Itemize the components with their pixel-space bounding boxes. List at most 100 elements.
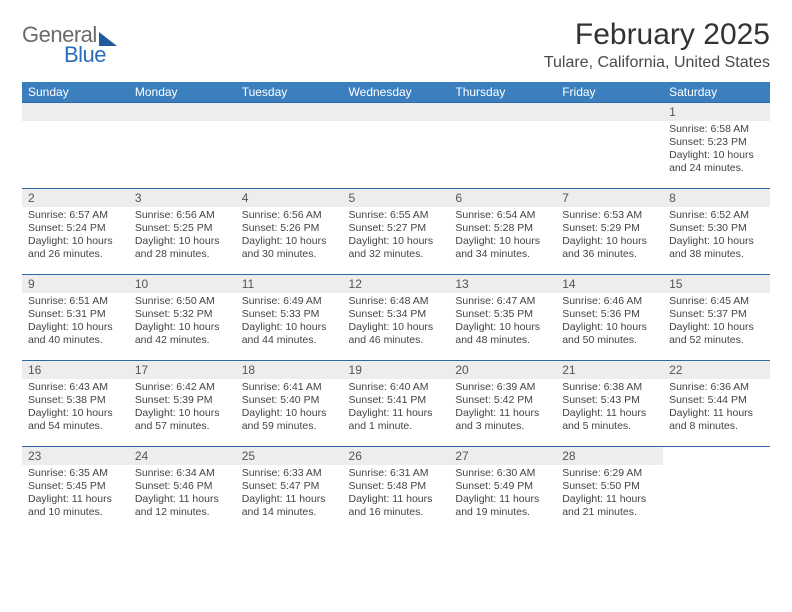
day-number: 24 — [129, 447, 236, 465]
day-number: 25 — [236, 447, 343, 465]
sunrise-text: Sunrise: 6:54 AM — [455, 209, 550, 222]
daylight-text: Daylight: 10 hours and 48 minutes. — [455, 321, 550, 347]
day-cell: 16Sunrise: 6:43 AMSunset: 5:38 PMDayligh… — [22, 361, 129, 447]
day-cell: 12Sunrise: 6:48 AMSunset: 5:34 PMDayligh… — [343, 275, 450, 361]
day-details: Sunrise: 6:55 AMSunset: 5:27 PMDaylight:… — [343, 207, 450, 265]
day-details: Sunrise: 6:42 AMSunset: 5:39 PMDaylight:… — [129, 379, 236, 437]
day-number: 19 — [343, 361, 450, 379]
sunset-text: Sunset: 5:45 PM — [28, 480, 123, 493]
sunset-text: Sunset: 5:34 PM — [349, 308, 444, 321]
daylight-text: Daylight: 10 hours and 32 minutes. — [349, 235, 444, 261]
sunset-text: Sunset: 5:49 PM — [455, 480, 550, 493]
day-details: Sunrise: 6:31 AMSunset: 5:48 PMDaylight:… — [343, 465, 450, 523]
daylight-text: Daylight: 10 hours and 30 minutes. — [242, 235, 337, 261]
day-number-bar-empty — [236, 103, 343, 121]
daylight-text: Daylight: 10 hours and 46 minutes. — [349, 321, 444, 347]
day-number: 18 — [236, 361, 343, 379]
day-number-bar-empty — [343, 103, 450, 121]
sunset-text: Sunset: 5:23 PM — [669, 136, 764, 149]
day-cell — [22, 103, 129, 189]
daylight-text: Daylight: 10 hours and 50 minutes. — [562, 321, 657, 347]
day-number: 2 — [22, 189, 129, 207]
day-number: 20 — [449, 361, 556, 379]
day-cell — [449, 103, 556, 189]
sunrise-text: Sunrise: 6:31 AM — [349, 467, 444, 480]
sunrise-text: Sunrise: 6:51 AM — [28, 295, 123, 308]
daylight-text: Daylight: 11 hours and 5 minutes. — [562, 407, 657, 433]
day-cell: 25Sunrise: 6:33 AMSunset: 5:47 PMDayligh… — [236, 447, 343, 533]
daylight-text: Daylight: 10 hours and 36 minutes. — [562, 235, 657, 261]
day-number: 8 — [663, 189, 770, 207]
sunrise-text: Sunrise: 6:46 AM — [562, 295, 657, 308]
sunset-text: Sunset: 5:47 PM — [242, 480, 337, 493]
day-cell: 23Sunrise: 6:35 AMSunset: 5:45 PMDayligh… — [22, 447, 129, 533]
sunrise-text: Sunrise: 6:33 AM — [242, 467, 337, 480]
daylight-text: Daylight: 10 hours and 54 minutes. — [28, 407, 123, 433]
sunset-text: Sunset: 5:43 PM — [562, 394, 657, 407]
day-details: Sunrise: 6:48 AMSunset: 5:34 PMDaylight:… — [343, 293, 450, 351]
daylight-text: Daylight: 11 hours and 3 minutes. — [455, 407, 550, 433]
day-details: Sunrise: 6:43 AMSunset: 5:38 PMDaylight:… — [22, 379, 129, 437]
sunset-text: Sunset: 5:40 PM — [242, 394, 337, 407]
day-cell: 1Sunrise: 6:58 AMSunset: 5:23 PMDaylight… — [663, 103, 770, 189]
day-details: Sunrise: 6:56 AMSunset: 5:26 PMDaylight:… — [236, 207, 343, 265]
day-number: 11 — [236, 275, 343, 293]
sunrise-text: Sunrise: 6:56 AM — [242, 209, 337, 222]
sunset-text: Sunset: 5:36 PM — [562, 308, 657, 321]
day-details: Sunrise: 6:30 AMSunset: 5:49 PMDaylight:… — [449, 465, 556, 523]
day-number-bar-empty — [22, 103, 129, 121]
sunset-text: Sunset: 5:48 PM — [349, 480, 444, 493]
day-header-monday: Monday — [129, 82, 236, 103]
sunset-text: Sunset: 5:35 PM — [455, 308, 550, 321]
sunrise-text: Sunrise: 6:57 AM — [28, 209, 123, 222]
day-number: 15 — [663, 275, 770, 293]
day-details: Sunrise: 6:52 AMSunset: 5:30 PMDaylight:… — [663, 207, 770, 265]
day-number-bar-empty — [449, 103, 556, 121]
daylight-text: Daylight: 10 hours and 57 minutes. — [135, 407, 230, 433]
day-cell: 4Sunrise: 6:56 AMSunset: 5:26 PMDaylight… — [236, 189, 343, 275]
week-row: 2Sunrise: 6:57 AMSunset: 5:24 PMDaylight… — [22, 189, 770, 275]
daylight-text: Daylight: 10 hours and 42 minutes. — [135, 321, 230, 347]
day-cell: 21Sunrise: 6:38 AMSunset: 5:43 PMDayligh… — [556, 361, 663, 447]
day-details: Sunrise: 6:57 AMSunset: 5:24 PMDaylight:… — [22, 207, 129, 265]
daylight-text: Daylight: 11 hours and 12 minutes. — [135, 493, 230, 519]
week-row: 9Sunrise: 6:51 AMSunset: 5:31 PMDaylight… — [22, 275, 770, 361]
day-number-bar-empty — [129, 103, 236, 121]
daylight-text: Daylight: 11 hours and 19 minutes. — [455, 493, 550, 519]
sunset-text: Sunset: 5:27 PM — [349, 222, 444, 235]
day-number: 4 — [236, 189, 343, 207]
daylight-text: Daylight: 10 hours and 26 minutes. — [28, 235, 123, 261]
calendar-body: 1Sunrise: 6:58 AMSunset: 5:23 PMDaylight… — [22, 103, 770, 533]
day-details: Sunrise: 6:58 AMSunset: 5:23 PMDaylight:… — [663, 121, 770, 179]
day-number: 28 — [556, 447, 663, 465]
day-number: 14 — [556, 275, 663, 293]
day-cell: 5Sunrise: 6:55 AMSunset: 5:27 PMDaylight… — [343, 189, 450, 275]
day-cell: 24Sunrise: 6:34 AMSunset: 5:46 PMDayligh… — [129, 447, 236, 533]
day-number: 13 — [449, 275, 556, 293]
day-cell: 7Sunrise: 6:53 AMSunset: 5:29 PMDaylight… — [556, 189, 663, 275]
sunset-text: Sunset: 5:26 PM — [242, 222, 337, 235]
day-cell — [556, 103, 663, 189]
day-cell: 6Sunrise: 6:54 AMSunset: 5:28 PMDaylight… — [449, 189, 556, 275]
day-number: 9 — [22, 275, 129, 293]
sunset-text: Sunset: 5:39 PM — [135, 394, 230, 407]
day-details: Sunrise: 6:40 AMSunset: 5:41 PMDaylight:… — [343, 379, 450, 437]
day-cell: 8Sunrise: 6:52 AMSunset: 5:30 PMDaylight… — [663, 189, 770, 275]
daylight-text: Daylight: 10 hours and 34 minutes. — [455, 235, 550, 261]
sunrise-text: Sunrise: 6:29 AM — [562, 467, 657, 480]
day-header-tuesday: Tuesday — [236, 82, 343, 103]
daylight-text: Daylight: 11 hours and 10 minutes. — [28, 493, 123, 519]
daylight-text: Daylight: 11 hours and 21 minutes. — [562, 493, 657, 519]
sunrise-text: Sunrise: 6:53 AM — [562, 209, 657, 222]
day-details: Sunrise: 6:36 AMSunset: 5:44 PMDaylight:… — [663, 379, 770, 437]
sunrise-text: Sunrise: 6:55 AM — [349, 209, 444, 222]
day-details: Sunrise: 6:34 AMSunset: 5:46 PMDaylight:… — [129, 465, 236, 523]
day-details: Sunrise: 6:56 AMSunset: 5:25 PMDaylight:… — [129, 207, 236, 265]
sunrise-text: Sunrise: 6:34 AM — [135, 467, 230, 480]
day-details: Sunrise: 6:47 AMSunset: 5:35 PMDaylight:… — [449, 293, 556, 351]
daylight-text: Daylight: 10 hours and 28 minutes. — [135, 235, 230, 261]
calendar-table: SundayMondayTuesdayWednesdayThursdayFrid… — [22, 82, 770, 533]
sunrise-text: Sunrise: 6:30 AM — [455, 467, 550, 480]
day-cell: 3Sunrise: 6:56 AMSunset: 5:25 PMDaylight… — [129, 189, 236, 275]
sunset-text: Sunset: 5:44 PM — [669, 394, 764, 407]
